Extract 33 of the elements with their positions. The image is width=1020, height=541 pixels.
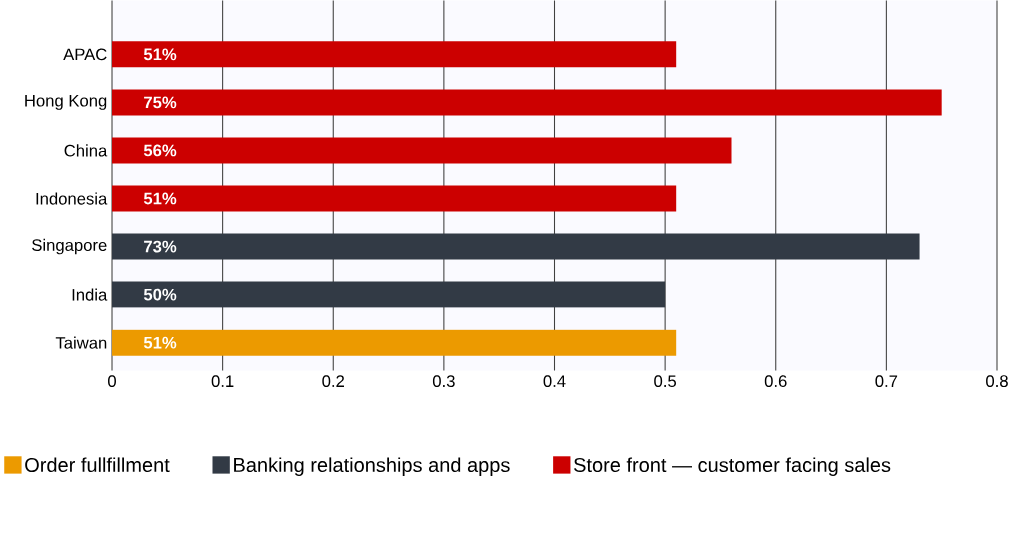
bar <box>112 329 677 356</box>
legend-label: Banking relationships and apps <box>234 457 510 477</box>
x-tick-label: 0.1 <box>211 375 234 388</box>
legend-label: Store front — customer facing sales <box>574 457 891 477</box>
y-tick-label: China <box>64 144 108 157</box>
bar <box>112 41 677 68</box>
x-tick-label: 0.6 <box>764 375 787 388</box>
y-tick-label: Indonesia <box>36 192 108 205</box>
data-label: 50% <box>143 288 177 301</box>
data-label: 75% <box>144 96 177 109</box>
y-tick-label: APAC <box>63 48 107 61</box>
x-tick-label: 0.7 <box>875 375 898 388</box>
y-tick-label: Singapore <box>32 239 107 255</box>
x-tick-label: 0.5 <box>654 375 677 388</box>
y-tick-label: Hong Kong <box>25 95 107 111</box>
x-tick-label: 0.8 <box>986 375 1008 388</box>
x-tick-label: 0.3 <box>432 375 455 388</box>
x-tick-label: 0.4 <box>543 375 566 388</box>
y-tick-label: Taiwan <box>55 336 107 350</box>
bar <box>112 233 920 260</box>
data-label: 51% <box>143 192 177 205</box>
x-tick-label: 0 <box>108 375 116 388</box>
bar <box>112 89 942 116</box>
data-label: 51% <box>143 337 177 349</box>
bar <box>112 137 732 164</box>
x-tick-label: 0.2 <box>322 375 344 388</box>
bar <box>112 185 677 212</box>
data-label: 73% <box>144 240 177 253</box>
bar <box>112 281 666 308</box>
y-tick-label: India <box>72 288 108 301</box>
data-label: 51% <box>143 48 177 61</box>
legend-label: Order fullfillment <box>25 457 170 473</box>
data-label: 56% <box>143 144 177 157</box>
